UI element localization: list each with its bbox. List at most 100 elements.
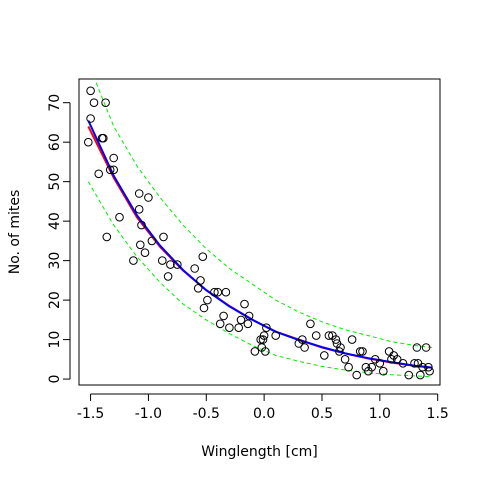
data-point (421, 343, 431, 352)
data-point (196, 276, 205, 285)
data-point (320, 351, 329, 360)
data-point (300, 343, 309, 352)
data-point (134, 205, 144, 214)
y-tick-label: 20 (47, 291, 63, 309)
data-point (86, 114, 95, 123)
data-point (105, 165, 115, 175)
data-point (335, 347, 344, 356)
data-point (173, 260, 182, 269)
data-point (236, 315, 246, 325)
y-tick-label: 70 (47, 94, 63, 112)
data-point (136, 240, 145, 250)
data-point (311, 331, 321, 340)
series-band-lower (87, 181, 432, 378)
data-point (424, 362, 433, 372)
y-axis: 0 10 20 30 40 50 60 70 (47, 94, 71, 384)
data-point (89, 98, 99, 107)
data-point (258, 335, 268, 344)
data-point (219, 311, 228, 321)
y-tick-label: 0 (47, 375, 63, 384)
data-point (109, 153, 118, 163)
data-point (221, 287, 231, 297)
x-tick-label: 0.0 (253, 406, 275, 422)
y-tick-label: 40 (47, 212, 63, 230)
data-point (352, 370, 362, 380)
data-point (384, 347, 394, 356)
data-point (94, 169, 103, 179)
data-point (115, 212, 124, 222)
x-tick-label: -0.5 (193, 406, 220, 422)
data-point (193, 284, 203, 293)
series-fit-red (87, 125, 433, 369)
data-point (101, 98, 110, 107)
data-point (379, 366, 388, 376)
data-point (166, 260, 175, 269)
data-point (261, 347, 270, 356)
data-point (244, 311, 254, 321)
data-point (240, 299, 249, 309)
data-point (340, 355, 350, 364)
y-tick-label: 30 (47, 252, 63, 270)
series-band-upper (94, 79, 432, 348)
x-tick-label: 0.5 (311, 406, 333, 422)
data-point (225, 323, 234, 333)
fit-line-layer (87, 120, 433, 369)
data-point (243, 319, 253, 329)
data-point (392, 355, 402, 364)
data-point (99, 133, 108, 143)
data-point (412, 343, 422, 352)
data-point (144, 193, 153, 202)
x-tick-label: 1.0 (369, 406, 391, 422)
data-point (250, 347, 260, 356)
data-point-layer (84, 86, 434, 380)
data-point (418, 362, 427, 372)
data-point (163, 272, 173, 281)
x-tick-label: 1.5 (427, 406, 449, 422)
data-point (347, 335, 357, 344)
data-point (355, 347, 365, 356)
data-point (262, 323, 271, 333)
plot-frame (78, 78, 441, 386)
data-point (324, 331, 334, 340)
data-point (298, 335, 307, 344)
data-point (425, 366, 434, 376)
y-tick-label: 10 (47, 331, 63, 349)
data-point (147, 236, 157, 246)
data-point (358, 347, 367, 356)
data-point (344, 362, 353, 372)
data-point (259, 331, 269, 340)
x-tick-label: -1.0 (135, 406, 162, 422)
data-point (416, 370, 425, 380)
data-point (367, 362, 377, 372)
data-point (375, 359, 385, 368)
data-point (102, 232, 112, 242)
series-fit-blue (87, 120, 433, 369)
data-point (271, 331, 281, 340)
y-axis-title: No. of mites (7, 190, 23, 275)
data-point (199, 303, 209, 313)
x-axis: -1.5 -1.0 -0.5 0.0 0.5 1.0 1.5 (77, 393, 449, 422)
data-point (129, 256, 138, 265)
data-point (210, 287, 219, 297)
data-point (398, 359, 408, 368)
data-point (190, 264, 199, 273)
data-point (336, 343, 345, 352)
data-point (84, 137, 93, 147)
data-point (306, 319, 315, 329)
data-point (410, 359, 419, 368)
data-point (109, 165, 118, 175)
data-point (86, 86, 95, 96)
data-point (140, 248, 150, 257)
data-point (134, 189, 144, 198)
data-point (198, 252, 208, 262)
data-point (331, 335, 341, 344)
y-tick-label: 50 (47, 173, 63, 191)
data-point (203, 295, 212, 305)
y-tick-label: 60 (47, 133, 63, 151)
data-point (159, 232, 168, 242)
x-tick-label: -1.5 (77, 406, 104, 422)
data-point (404, 370, 414, 380)
data-point (158, 256, 167, 265)
x-axis-title: Winglength [cm] (201, 444, 318, 460)
